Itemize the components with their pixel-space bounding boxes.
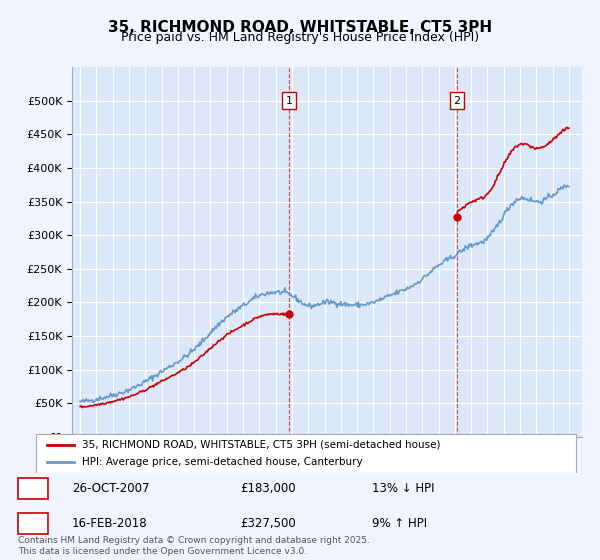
Text: 9% ↑ HPI: 9% ↑ HPI xyxy=(372,517,427,530)
Text: £327,500: £327,500 xyxy=(240,517,296,530)
Text: 26-OCT-2007: 26-OCT-2007 xyxy=(72,482,149,496)
Text: 35, RICHMOND ROAD, WHITSTABLE, CT5 3PH: 35, RICHMOND ROAD, WHITSTABLE, CT5 3PH xyxy=(108,20,492,35)
Text: 2: 2 xyxy=(29,517,37,530)
Text: 1: 1 xyxy=(286,96,293,106)
FancyBboxPatch shape xyxy=(18,478,48,500)
Text: 16-FEB-2018: 16-FEB-2018 xyxy=(72,517,148,530)
Text: 1: 1 xyxy=(29,482,37,496)
Text: HPI: Average price, semi-detached house, Canterbury: HPI: Average price, semi-detached house,… xyxy=(82,457,362,467)
Text: £183,000: £183,000 xyxy=(240,482,296,496)
Text: 13% ↓ HPI: 13% ↓ HPI xyxy=(372,482,434,496)
FancyBboxPatch shape xyxy=(18,513,48,534)
Text: Price paid vs. HM Land Registry's House Price Index (HPI): Price paid vs. HM Land Registry's House … xyxy=(121,31,479,44)
Text: Contains HM Land Registry data © Crown copyright and database right 2025.
This d: Contains HM Land Registry data © Crown c… xyxy=(18,536,370,556)
Text: 2: 2 xyxy=(454,96,460,106)
Text: 35, RICHMOND ROAD, WHITSTABLE, CT5 3PH (semi-detached house): 35, RICHMOND ROAD, WHITSTABLE, CT5 3PH (… xyxy=(82,440,440,450)
